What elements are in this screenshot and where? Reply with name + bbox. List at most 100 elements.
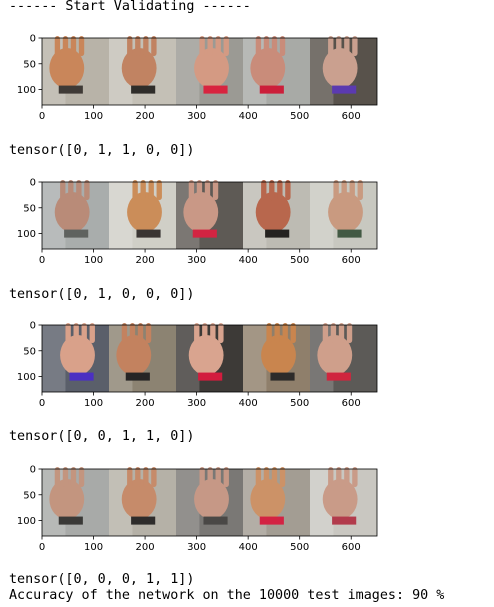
tile-highlight: [42, 325, 66, 392]
x-tick-label: 0: [39, 111, 45, 122]
y-tick-label: 0: [30, 34, 36, 45]
wrist-band: [337, 229, 362, 238]
finger-shape: [223, 35, 229, 57]
finger-shape: [336, 466, 342, 488]
finger-shape: [271, 35, 278, 57]
hand-shape: [317, 335, 353, 376]
wrist-band: [131, 85, 156, 94]
finger-shape: [196, 179, 203, 201]
finger-shape: [330, 322, 337, 344]
hand-shape: [255, 192, 291, 233]
x-tick-label: 500: [290, 255, 309, 266]
finger-shape: [54, 35, 61, 57]
batch-tensor-0: tensor([0, 1, 1, 0, 0]): [9, 143, 195, 158]
wrist-band: [203, 85, 228, 94]
finger-shape: [341, 179, 347, 201]
image-tile: [310, 35, 377, 105]
batch-figure-3: 0 100 200 300 400 500 600 0 50 100: [0, 459, 390, 567]
finger-shape: [76, 179, 82, 201]
hand-shape: [127, 192, 162, 233]
wrist-band: [326, 372, 351, 381]
x-tick-label: 0: [39, 542, 45, 553]
wrist-band: [131, 516, 156, 525]
wrist-band: [332, 85, 357, 94]
wrist-band: [136, 229, 161, 238]
wrist-band: [64, 229, 89, 238]
image-grid-plot: 0 100 200 300 400 500 600 0 50 100: [17, 465, 378, 553]
y-tick-label: 100: [17, 85, 36, 96]
image-tile: [310, 322, 377, 392]
accuracy-line: Accuracy of the network on the 10000 tes…: [9, 588, 445, 603]
wrist-band: [270, 372, 295, 381]
x-tick-label: 600: [342, 398, 361, 409]
finger-shape: [73, 322, 79, 344]
x-tick-label: 300: [187, 542, 206, 553]
y-tick-label: 0: [30, 321, 36, 332]
finger-shape: [148, 179, 154, 201]
axes-frame: [41, 181, 378, 250]
axes-frame: [41, 37, 378, 106]
hand-shape: [49, 479, 85, 520]
y-tick-label: 50: [23, 490, 36, 501]
y-tick-label: 100: [17, 516, 36, 527]
finger-shape: [352, 466, 358, 488]
finger-shape: [81, 322, 87, 344]
finger-shape: [129, 322, 136, 344]
x-tick-label: 400: [239, 111, 258, 122]
finger-shape: [322, 322, 329, 344]
finger-shape: [357, 179, 363, 201]
finger-shape: [84, 179, 90, 201]
x-tick-label: 500: [290, 111, 309, 122]
hand-shape: [121, 48, 157, 89]
image-tile: [243, 179, 310, 249]
finger-shape: [127, 466, 133, 488]
image-tile: [42, 35, 109, 105]
finger-shape: [218, 322, 224, 344]
axes-frame: [41, 468, 378, 537]
y-tick-label: 100: [17, 372, 36, 383]
wrist-band: [265, 229, 290, 238]
y-tick-label: 50: [23, 59, 36, 70]
finger-shape: [263, 466, 270, 488]
batch-tensor-3: tensor([0, 0, 0, 1, 1]): [9, 572, 195, 587]
finger-shape: [328, 466, 334, 488]
batch-tensor-1: tensor([0, 1, 0, 0, 0]): [9, 287, 195, 302]
image-tile: [310, 179, 377, 249]
x-tick-label: 0: [39, 398, 45, 409]
header-line: ------ Start Validating ------: [9, 0, 251, 14]
tile-highlight: [176, 38, 200, 105]
wrist-band: [58, 85, 83, 94]
finger-shape: [255, 466, 262, 488]
batch-figure-0: 0 100 200 300 400 500 600 0 50 100: [0, 28, 390, 136]
image-tile: [109, 35, 176, 105]
finger-shape: [282, 322, 288, 344]
hand-shape: [49, 48, 85, 89]
image-tile: [42, 466, 109, 536]
batch-figure-2: 0 100 200 300 400 500 600 0 50 100: [0, 315, 390, 423]
image-grid-plot: 0 100 200 300 400 500 600 0 50 100: [17, 178, 378, 266]
finger-shape: [212, 179, 219, 201]
finger-shape: [137, 322, 144, 344]
finger-shape: [199, 35, 205, 57]
axes-frame: [41, 324, 378, 393]
finger-shape: [338, 322, 345, 344]
hand-shape: [250, 48, 286, 89]
x-tick-label: 200: [136, 111, 155, 122]
hand-shape: [54, 192, 90, 233]
finger-shape: [140, 179, 146, 201]
x-tick-label: 200: [136, 398, 155, 409]
finger-shape: [62, 466, 69, 488]
x-tick-label: 200: [136, 542, 155, 553]
finger-shape: [68, 179, 74, 201]
finger-shape: [285, 179, 291, 201]
finger-shape: [89, 322, 95, 344]
hand-shape: [194, 479, 229, 520]
image-tile: [176, 179, 243, 249]
batch-figure-1: 0 100 200 300 400 500 600 0 50 100: [0, 172, 390, 280]
finger-shape: [143, 466, 149, 488]
finger-shape: [279, 35, 286, 57]
hand-shape: [322, 48, 358, 89]
hand-shape: [261, 335, 296, 376]
x-tick-label: 600: [342, 542, 361, 553]
finger-shape: [266, 322, 272, 344]
